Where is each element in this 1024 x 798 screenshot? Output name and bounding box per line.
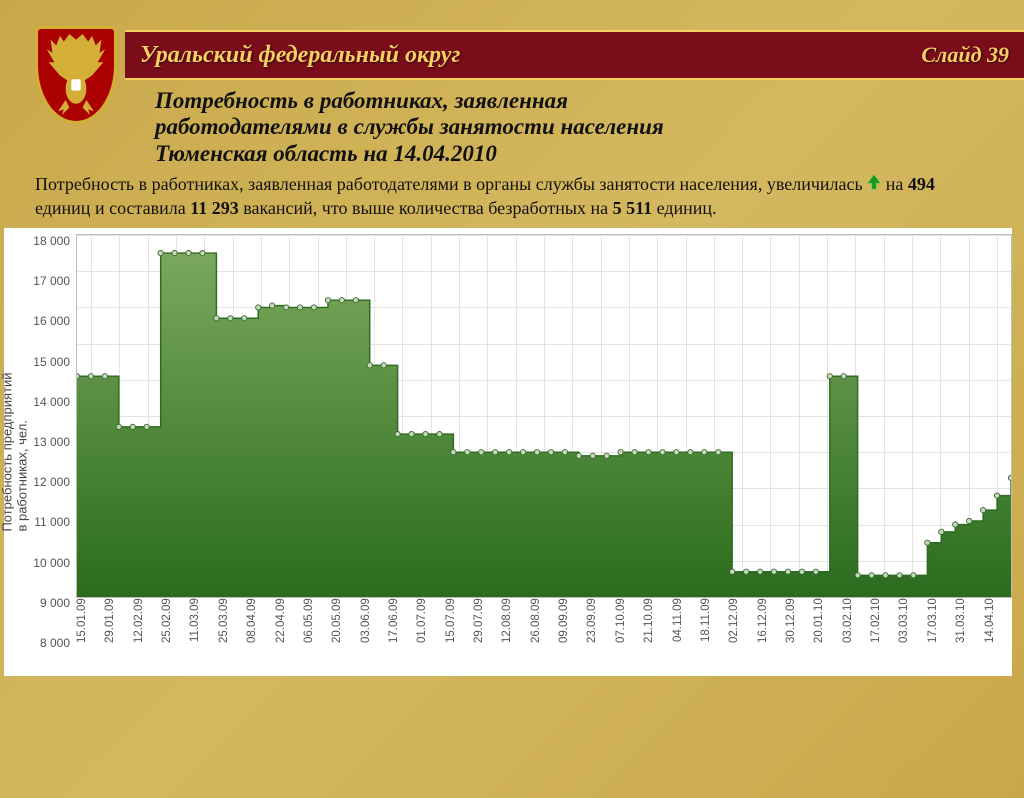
y-tick-col: 18 00017 00016 00015 00014 00013 00012 0…	[26, 228, 76, 676]
x-tick: 07.10.09	[615, 598, 643, 676]
x-tick: 21.10.09	[643, 598, 671, 676]
header-title: Уральский федеральный округ	[140, 42, 460, 69]
x-tick: 25.03.09	[218, 598, 246, 676]
x-tick: 01.07.09	[416, 598, 444, 676]
y-tick: 8 000	[26, 636, 70, 676]
y-tick: 18 000	[26, 234, 70, 274]
x-tick: 31.03.10	[955, 598, 983, 676]
y-tick: 14 000	[26, 395, 70, 435]
x-tick: 17.02.10	[870, 598, 898, 676]
x-tick: 08.04.09	[246, 598, 274, 676]
y-tick: 17 000	[26, 274, 70, 314]
x-tick: 14.04.10	[984, 598, 1012, 676]
y-tick: 16 000	[26, 314, 70, 354]
subtitle-line: Тюменская область на 14.04.2010	[155, 141, 994, 167]
y-tick: 10 000	[26, 556, 70, 596]
x-tick: 20.01.10	[813, 598, 841, 676]
eagle-icon	[43, 34, 109, 115]
x-tick: 22.04.09	[275, 598, 303, 676]
x-tick: 15.01.09	[76, 598, 104, 676]
subtitle-line: Потребность в работниках, заявленная	[155, 88, 994, 114]
subtitle-block: Потребность в работниках, заявленная раб…	[155, 88, 994, 167]
x-tick: 12.08.09	[501, 598, 529, 676]
x-tick: 15.07.09	[445, 598, 473, 676]
y-tick: 11 000	[26, 515, 70, 555]
x-tick: 20.05.09	[331, 598, 359, 676]
x-tick: 26.08.09	[530, 598, 558, 676]
y-tick: 12 000	[26, 475, 70, 515]
x-tick: 25.02.09	[161, 598, 189, 676]
x-tick: 17.06.09	[388, 598, 416, 676]
y-axis-label-col: Потребность предприятийв работниках, чел…	[4, 228, 26, 676]
x-tick: 03.06.09	[360, 598, 388, 676]
x-tick: 16.12.09	[757, 598, 785, 676]
slide-number: Слайд 39	[921, 42, 1009, 68]
x-tick: 09.09.09	[558, 598, 586, 676]
x-tick: 04.11.09	[672, 598, 700, 676]
x-tick: 03.02.10	[842, 598, 870, 676]
y-tick: 13 000	[26, 435, 70, 475]
x-tick-row: 15.01.0929.01.0912.02.0925.02.0911.03.09…	[76, 598, 1012, 676]
body-paragraph: Потребность в работниках, заявленная раб…	[35, 173, 994, 220]
arrow-up-icon	[867, 173, 881, 189]
x-tick: 17.03.10	[927, 598, 955, 676]
x-tick: 23.09.09	[586, 598, 614, 676]
y-tick: 9 000	[26, 596, 70, 636]
subtitle-line: работодателями в службы занятости населе…	[155, 114, 994, 140]
x-tick: 03.03.10	[898, 598, 926, 676]
plot-area	[76, 234, 1012, 598]
x-tick: 06.05.09	[303, 598, 331, 676]
x-tick: 02.12.09	[728, 598, 756, 676]
x-tick: 30.12.09	[785, 598, 813, 676]
y-tick: 15 000	[26, 355, 70, 395]
x-tick: 18.11.09	[700, 598, 728, 676]
x-tick: 11.03.09	[189, 598, 217, 676]
x-tick: 29.01.09	[104, 598, 132, 676]
y-axis-label: Потребность предприятийв работниках, чел…	[0, 373, 30, 532]
chart-container: Потребность предприятийв работниках, чел…	[4, 228, 1012, 676]
x-tick: 12.02.09	[133, 598, 161, 676]
header-bar: Уральский федеральный округ Слайд 39	[125, 30, 1024, 80]
x-tick: 29.07.09	[473, 598, 501, 676]
state-emblem	[8, 8, 143, 143]
